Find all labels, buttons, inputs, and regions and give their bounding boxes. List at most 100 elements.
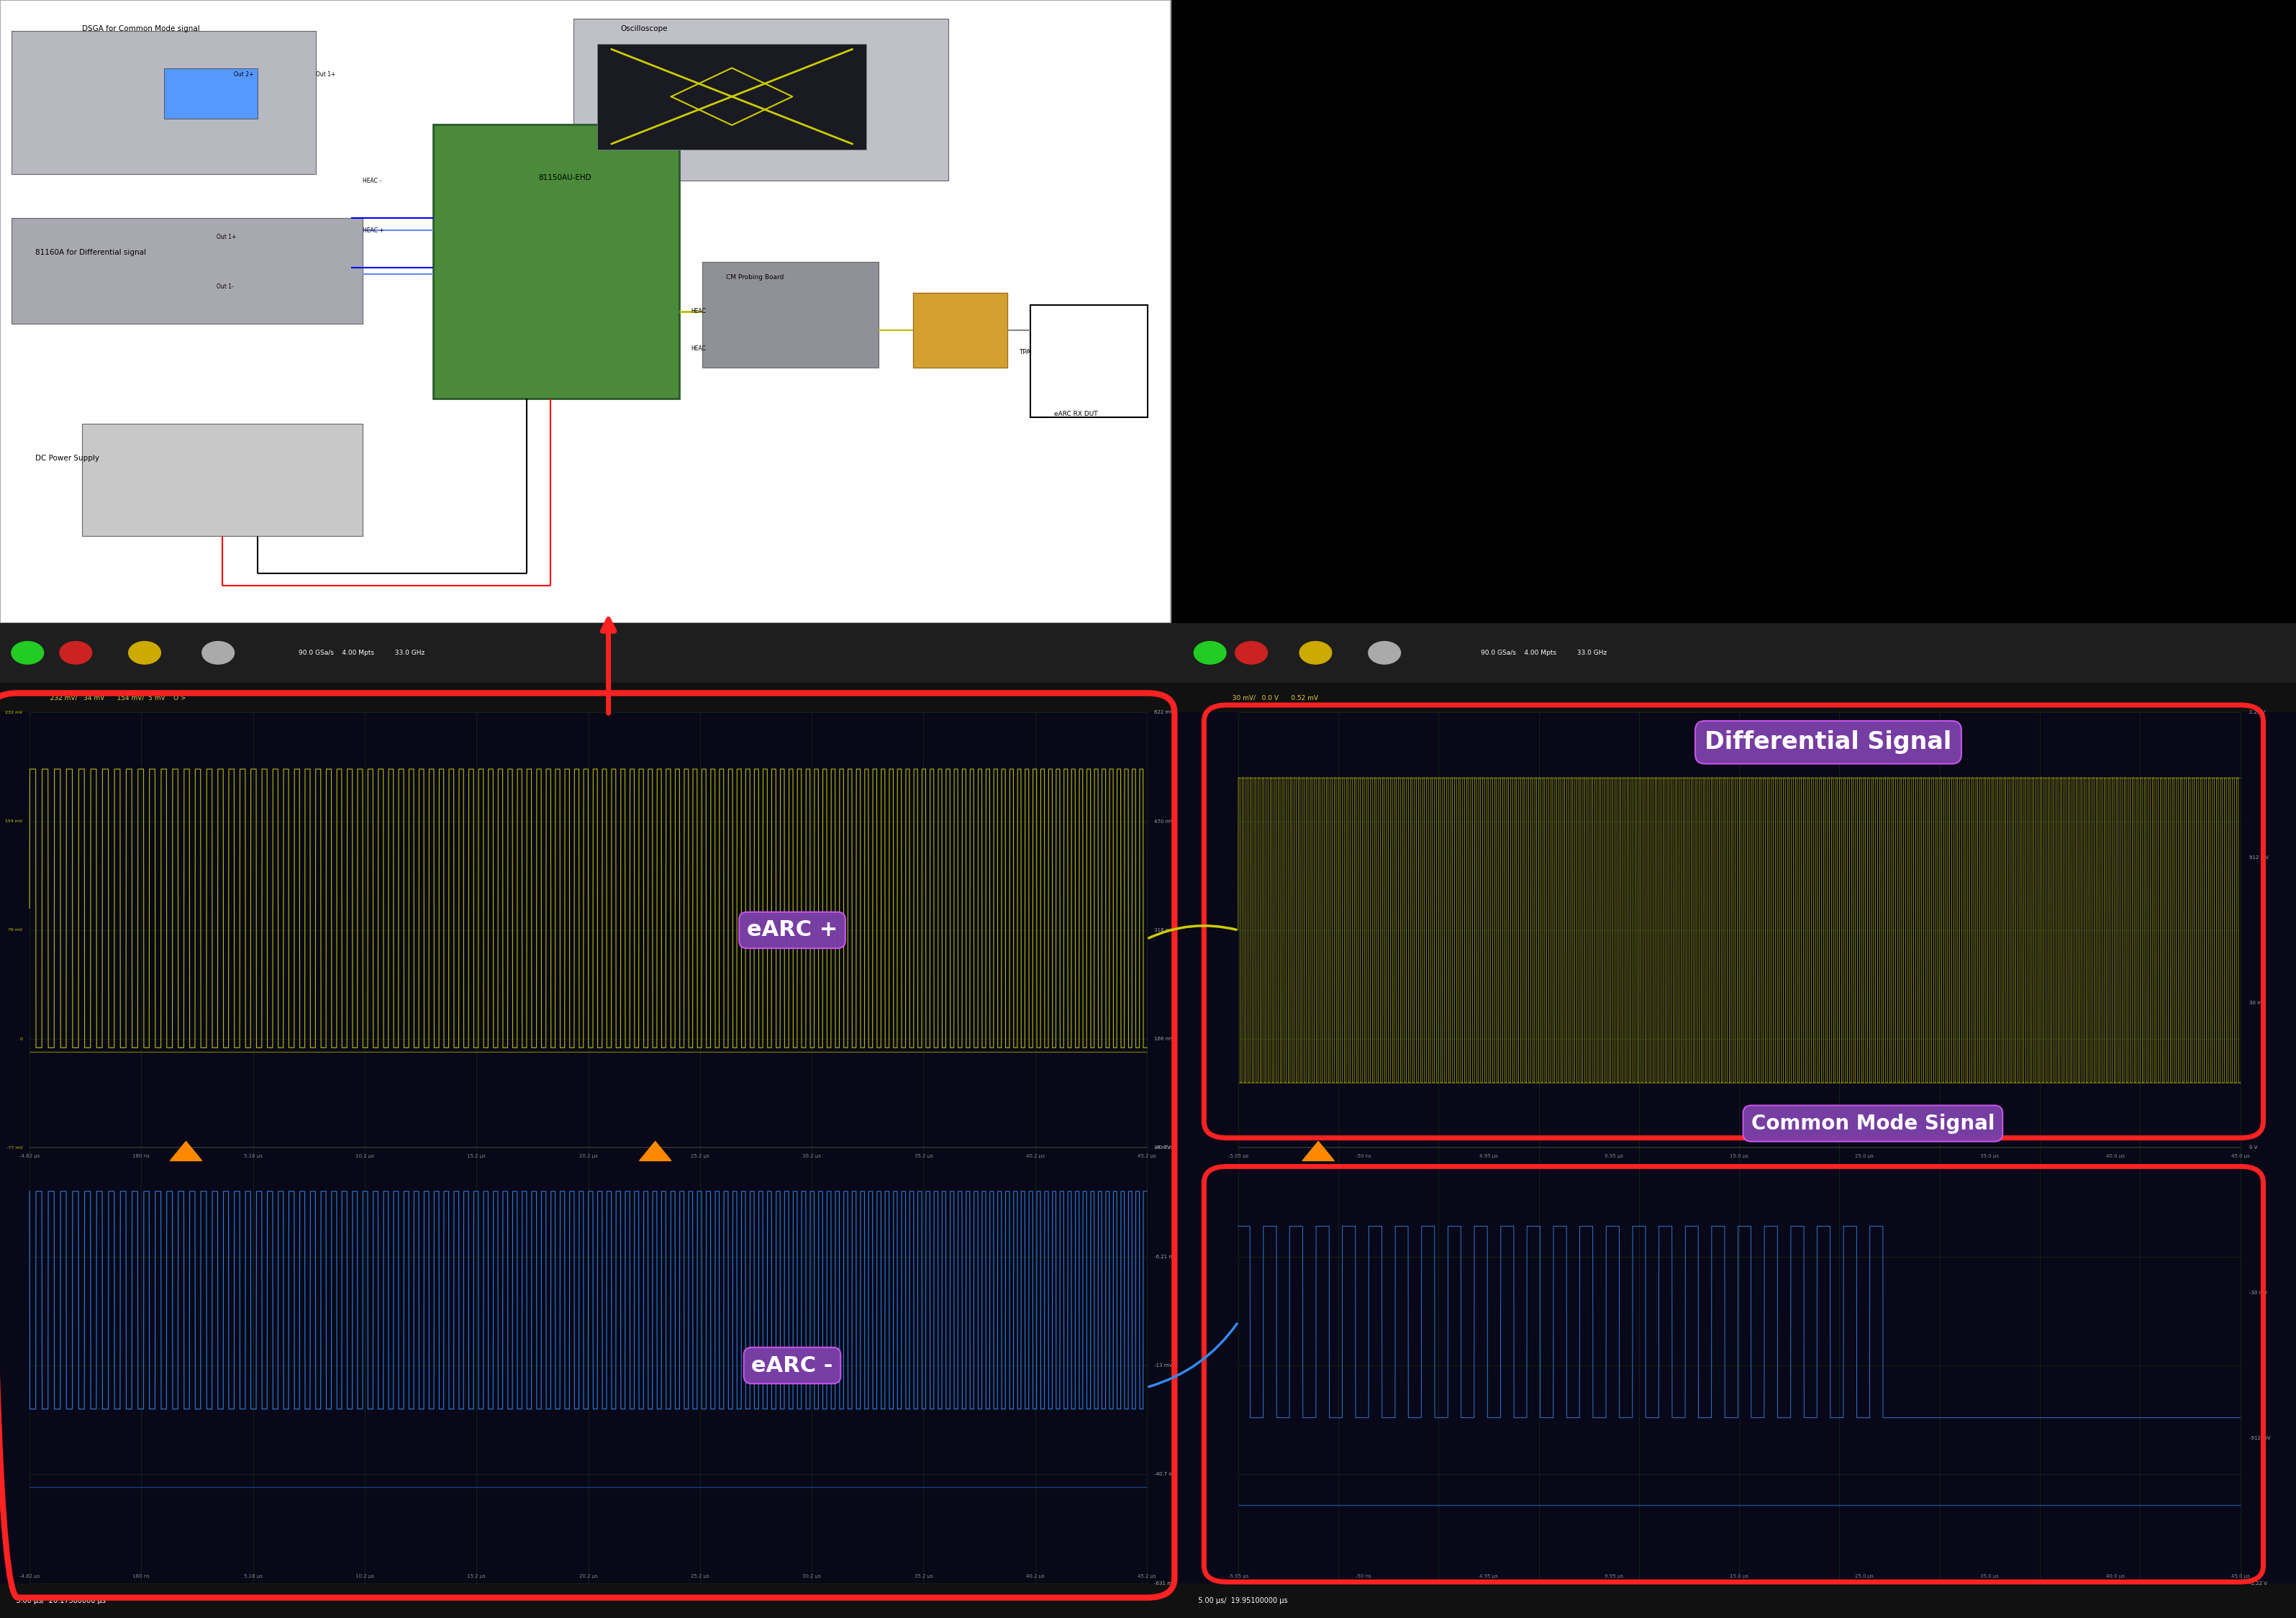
Text: 81160A for Differential signal: 81160A for Differential signal: [34, 249, 147, 256]
Text: -4.82 μs: -4.82 μs: [18, 1574, 39, 1578]
Text: 470 mV: 470 mV: [1155, 819, 1173, 824]
Text: 90.0 GSa/s    4.00 Mpts          33.0 GHz: 90.0 GSa/s 4.00 Mpts 33.0 GHz: [298, 649, 425, 655]
FancyBboxPatch shape: [914, 293, 1008, 367]
Text: 30.2 μs: 30.2 μs: [801, 1574, 822, 1578]
Text: HEAC +: HEAC +: [363, 227, 383, 233]
Text: 4.95 μs: 4.95 μs: [1479, 1574, 1497, 1578]
Text: -50 ns: -50 ns: [1355, 1154, 1371, 1158]
Text: 20.2 μs: 20.2 μs: [579, 1154, 597, 1158]
FancyBboxPatch shape: [597, 44, 866, 149]
Text: 10.2 μs: 10.2 μs: [356, 1574, 374, 1578]
FancyBboxPatch shape: [434, 125, 680, 398]
Circle shape: [129, 641, 161, 663]
Text: -631 mV: -631 mV: [1155, 1581, 1176, 1586]
Text: -912 mV: -912 mV: [2250, 1435, 2271, 1440]
Text: HEAC: HEAC: [691, 307, 705, 316]
Text: 166 mV: 166 mV: [1155, 1037, 1173, 1040]
Text: 318 mV: 318 mV: [1155, 929, 1173, 932]
Text: 9.95 μs: 9.95 μs: [1605, 1574, 1623, 1578]
Text: 9.95 μs: 9.95 μs: [1605, 1154, 1623, 1158]
Text: 0: 0: [21, 1037, 23, 1040]
Text: 1.22 V: 1.22 V: [2250, 710, 2266, 715]
Text: 232 mV: 232 mV: [5, 710, 23, 714]
Text: Oscilloscope: Oscilloscope: [620, 24, 668, 32]
Text: 30 mV/   0.0 V      0.52 mV: 30 mV/ 0.0 V 0.52 mV: [1228, 694, 1318, 701]
Text: 5.00 μs/  19.95100000 μs: 5.00 μs/ 19.95100000 μs: [1194, 1597, 1288, 1603]
FancyBboxPatch shape: [574, 19, 948, 181]
Text: -77 mV: -77 mV: [7, 1146, 23, 1150]
Text: -5.05 μs: -5.05 μs: [1228, 1154, 1249, 1158]
Text: 20.2 μs: 20.2 μs: [579, 1574, 597, 1578]
Circle shape: [202, 641, 234, 663]
Text: eARC +: eARC +: [746, 919, 838, 940]
Text: -50 ns: -50 ns: [1355, 1574, 1371, 1578]
Text: 5.18 μs: 5.18 μs: [243, 1574, 262, 1578]
Text: eARC RX DUT: eARC RX DUT: [1054, 411, 1097, 417]
Text: -40.7 mV: -40.7 mV: [1155, 1472, 1178, 1477]
Text: 14 mV: 14 mV: [1155, 1146, 1171, 1150]
Text: 40.0 μs: 40.0 μs: [2105, 1154, 2124, 1158]
Text: 15.2 μs: 15.2 μs: [466, 1574, 487, 1578]
Text: DC Power Supply: DC Power Supply: [34, 455, 99, 461]
FancyBboxPatch shape: [11, 31, 317, 175]
Text: 35.2 μs: 35.2 μs: [914, 1154, 932, 1158]
Text: 30 mV: 30 mV: [2250, 1000, 2266, 1005]
Text: DSGA for Common Mode signal: DSGA for Common Mode signal: [83, 24, 200, 32]
Circle shape: [60, 641, 92, 663]
Text: 4.95 μs: 4.95 μs: [1479, 1154, 1497, 1158]
Text: 35.0 μs: 35.0 μs: [1981, 1574, 2000, 1578]
Text: Out 1+: Out 1+: [317, 71, 335, 78]
Text: 15.0 μs: 15.0 μs: [1729, 1154, 1750, 1158]
Text: 90.0 GSa/s    4.00 Mpts          33.0 GHz: 90.0 GSa/s 4.00 Mpts 33.0 GHz: [1481, 649, 1607, 655]
Text: -4.82 μs: -4.82 μs: [18, 1154, 39, 1158]
Text: 25.2 μs: 25.2 μs: [691, 1574, 709, 1578]
Text: -6.21 mV: -6.21 mV: [1155, 1254, 1178, 1259]
Text: -5.05 μs: -5.05 μs: [1228, 1574, 1249, 1578]
Text: Common Mode Signal: Common Mode Signal: [1752, 1113, 1995, 1134]
Text: 35.2 μs: 35.2 μs: [914, 1574, 932, 1578]
Text: 40.2 μs: 40.2 μs: [1026, 1574, 1045, 1578]
Text: 622 mV: 622 mV: [1155, 710, 1173, 715]
Text: 45.0 μs: 45.0 μs: [2232, 1154, 2250, 1158]
FancyBboxPatch shape: [1182, 623, 2296, 1618]
Text: -1.22 V: -1.22 V: [2250, 1581, 2268, 1586]
Text: 5.00 μs/  20.17580000 μs: 5.00 μs/ 20.17580000 μs: [11, 1597, 106, 1603]
Text: 25.0 μs: 25.0 μs: [1855, 1574, 1874, 1578]
FancyBboxPatch shape: [0, 683, 1182, 712]
FancyBboxPatch shape: [0, 0, 1171, 623]
Text: Differential Signal: Differential Signal: [1706, 730, 1952, 754]
Circle shape: [11, 641, 44, 663]
Text: Out 1+: Out 1+: [216, 233, 236, 239]
Text: 180 ns: 180 ns: [133, 1574, 149, 1578]
Text: eARC -: eARC -: [751, 1354, 833, 1375]
Text: Out 2+: Out 2+: [234, 71, 255, 78]
FancyBboxPatch shape: [163, 68, 257, 118]
FancyBboxPatch shape: [1182, 1582, 2296, 1618]
Text: 40.0 μs: 40.0 μs: [2105, 1574, 2124, 1578]
Text: HEAC -: HEAC -: [363, 178, 381, 184]
Text: 25.0 μs: 25.0 μs: [1855, 1154, 1874, 1158]
Circle shape: [1194, 641, 1226, 663]
Text: 35.0 μs: 35.0 μs: [1981, 1154, 2000, 1158]
FancyBboxPatch shape: [11, 218, 363, 324]
Text: HEAC: HEAC: [691, 346, 705, 353]
Text: 5.18 μs: 5.18 μs: [243, 1154, 262, 1158]
Text: 30.2 μs: 30.2 μs: [801, 1154, 822, 1158]
Text: Out 1-: Out 1-: [216, 283, 234, 290]
Text: -13 mV: -13 mV: [1155, 1364, 1171, 1367]
Circle shape: [1368, 641, 1401, 663]
FancyBboxPatch shape: [1182, 683, 2296, 712]
Text: TPA: TPA: [1019, 349, 1031, 356]
Text: 40.2 μs: 40.2 μs: [1026, 1154, 1045, 1158]
Text: -30 mV: -30 mV: [2250, 1291, 2268, 1294]
FancyBboxPatch shape: [703, 262, 877, 367]
Text: 25.2 μs: 25.2 μs: [691, 1154, 709, 1158]
Text: CM Probing Board: CM Probing Board: [726, 273, 783, 280]
Text: 10.2 μs: 10.2 μs: [356, 1154, 374, 1158]
Text: 45.2 μs: 45.2 μs: [1139, 1574, 1157, 1578]
FancyBboxPatch shape: [1182, 623, 2296, 683]
FancyBboxPatch shape: [83, 424, 363, 536]
Text: 912 mV: 912 mV: [2250, 856, 2268, 859]
Text: 180 ns: 180 ns: [133, 1154, 149, 1158]
Text: 45.2 μs: 45.2 μs: [1139, 1154, 1157, 1158]
